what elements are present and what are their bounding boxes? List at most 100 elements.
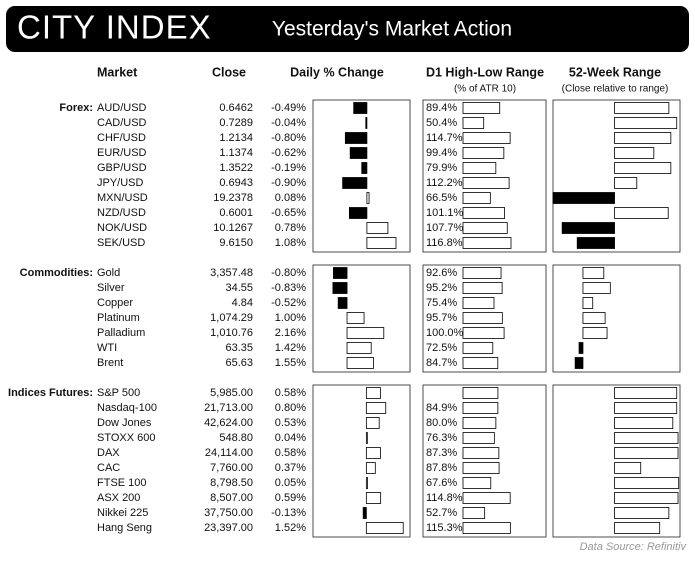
change-label: -0.04%	[271, 117, 306, 129]
week52-bar	[578, 342, 584, 354]
range-bar	[462, 477, 492, 489]
week52-bar	[574, 357, 584, 369]
market-name: Dow Jones	[97, 417, 152, 429]
market-name: Brent	[97, 357, 123, 369]
change-bar	[344, 132, 368, 144]
column-box	[422, 384, 547, 538]
range-bar	[462, 282, 503, 294]
close-value: 21,713.00	[204, 402, 253, 414]
change-bar	[362, 507, 367, 519]
change-bar	[365, 387, 381, 399]
range-label: 107.7%	[426, 222, 464, 234]
range-label: 114.8%	[426, 492, 463, 504]
change-bar	[365, 477, 368, 489]
market-name: Nasdaq-100	[97, 402, 157, 414]
range-label: 67.6%	[426, 477, 457, 489]
change-bar	[366, 192, 370, 204]
market-name: Nikkei 225	[97, 507, 148, 519]
change-label: -0.13%	[271, 507, 306, 519]
change-bar	[346, 312, 365, 324]
close-value: 7,760.00	[210, 462, 253, 474]
close-value: 19.2378	[213, 192, 253, 204]
change-bar	[366, 222, 389, 234]
column-box	[552, 264, 681, 373]
change-bar	[365, 447, 381, 459]
close-value: 548.80	[219, 432, 253, 444]
group-label: Indices Futures:	[8, 387, 93, 399]
range-bar	[462, 432, 495, 444]
range-bar	[462, 357, 499, 369]
close-value: 10.1267	[213, 222, 253, 234]
range-bar	[462, 102, 501, 114]
change-label: 0.37%	[275, 462, 306, 474]
week52-bar	[614, 387, 678, 399]
change-bar	[337, 297, 348, 309]
week52-bar	[614, 147, 655, 159]
range-label: 87.3%	[426, 447, 457, 459]
change-bar	[353, 102, 368, 114]
range-label: 112.2%	[426, 177, 463, 189]
range-bar	[462, 132, 511, 144]
change-label: -0.52%	[271, 297, 306, 309]
range-label: 84.9%	[426, 402, 457, 414]
change-bar	[366, 237, 397, 249]
range-bar	[462, 267, 502, 279]
close-value: 0.6462	[219, 102, 253, 114]
group-label: Commodities:	[20, 267, 93, 279]
range-bar	[462, 162, 497, 174]
change-bar	[333, 267, 348, 279]
market-name: Palladium	[97, 327, 145, 339]
range-label: 115.3%	[426, 522, 463, 534]
range-bar	[462, 327, 505, 339]
range-label: 76.3%	[426, 432, 457, 444]
range-label: 84.7%	[426, 357, 457, 369]
range-label: 95.2%	[426, 282, 457, 294]
change-label: 0.08%	[275, 192, 306, 204]
change-label: 0.58%	[275, 447, 306, 459]
week52-bar	[614, 162, 672, 174]
change-label: -0.80%	[271, 132, 306, 144]
column-box	[552, 99, 681, 253]
change-bar	[365, 492, 382, 504]
week52-bar	[614, 462, 642, 474]
change-bar	[361, 162, 368, 174]
market-name: Platinum	[97, 312, 140, 324]
week52-bar	[582, 267, 605, 279]
change-label: -0.62%	[271, 147, 306, 159]
close-value: 23,397.00	[204, 522, 253, 534]
close-value: 4.84	[232, 297, 253, 309]
range-label: 101.1%	[426, 207, 464, 219]
change-label: 0.04%	[275, 432, 306, 444]
week52-bar	[614, 522, 661, 534]
range-bar	[462, 147, 505, 159]
market-name: GBP/USD	[97, 162, 147, 174]
market-name: SEK/USD	[97, 237, 145, 249]
change-label: 1.52%	[275, 522, 306, 534]
range-bar	[462, 492, 511, 504]
close-value: 0.6943	[219, 177, 253, 189]
column-box	[422, 264, 547, 373]
change-label: -0.65%	[271, 207, 306, 219]
change-bar	[346, 357, 374, 369]
market-name: EUR/USD	[97, 147, 147, 159]
range-bar	[462, 237, 512, 249]
market-name: NZD/USD	[97, 207, 146, 219]
market-name: S&P 500	[97, 387, 140, 399]
week52-bar	[576, 237, 615, 249]
week52-bar	[552, 192, 615, 204]
column-box	[312, 384, 411, 538]
market-name: CAC	[97, 462, 120, 474]
range-bar	[462, 297, 495, 309]
col-note: (% of ATR 10)	[454, 84, 516, 95]
range-bar	[462, 342, 494, 354]
change-label: -0.49%	[271, 102, 306, 114]
change-bar	[346, 327, 385, 339]
week52-bar	[582, 282, 611, 294]
market-name: MXN/USD	[97, 192, 148, 204]
range-bar	[462, 447, 500, 459]
week52-bar	[614, 132, 672, 144]
range-label: 66.5%	[426, 192, 457, 204]
close-value: 1.1374	[219, 147, 253, 159]
market-name: STOXX 600	[97, 432, 156, 444]
